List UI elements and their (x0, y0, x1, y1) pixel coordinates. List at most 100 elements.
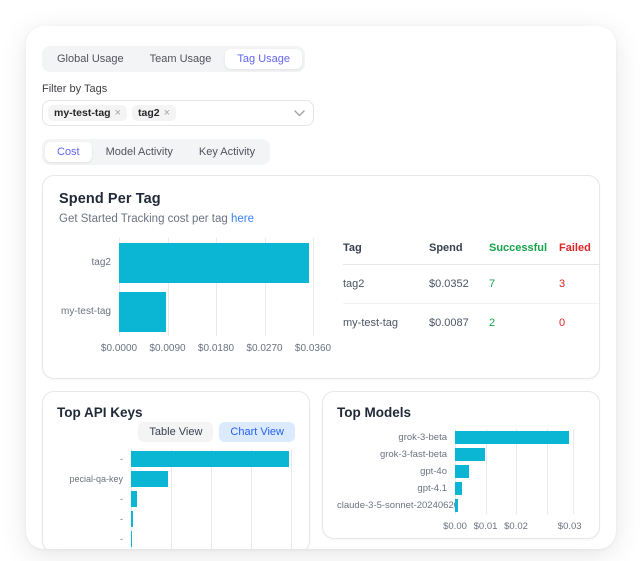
tab-model-activity[interactable]: Model Activity (105, 146, 173, 158)
category-label: gpt-4o (420, 466, 447, 477)
bar (455, 482, 463, 495)
chart-view-button[interactable]: Chart View (219, 422, 295, 442)
tab-team-usage[interactable]: Team Usage (149, 53, 212, 65)
table-view-button[interactable]: Table View (138, 422, 214, 442)
x-axis: $0.0000 $0.0090 $0.0180 $0.0270 $0.0360 (101, 336, 331, 358)
tag-chip: tag2 × (132, 105, 177, 121)
gridline (216, 238, 217, 336)
filter-by-tags-label: Filter by Tags (42, 83, 108, 95)
tag-chip-label: tag2 (138, 107, 160, 119)
gridline (171, 449, 172, 549)
spend-card-subtitle: Get Started Tracking cost per tag here (59, 213, 583, 225)
chart-row: - (57, 489, 295, 509)
bar (119, 242, 309, 283)
col-header-successful: Successful (489, 240, 559, 265)
bar (455, 448, 486, 461)
spend-per-tag-card: Spend Per Tag Get Started Tracking cost … (42, 175, 600, 379)
cell-successful: 2 (489, 317, 496, 329)
bar-track (119, 238, 313, 287)
bar-track (131, 449, 291, 469)
view-toggle: Table View Chart View (57, 422, 295, 442)
category-label: - (120, 514, 123, 524)
cell-failed: 0 (559, 317, 566, 329)
tab-key-activity[interactable]: Key Activity (198, 146, 256, 158)
top-api-keys-card: Top API Keys Table View Chart View - peci… (42, 391, 310, 549)
gridline (546, 429, 548, 514)
bar-track (455, 463, 577, 480)
gridline (264, 238, 266, 336)
bar (455, 499, 459, 512)
x-axis: $0.00 $0.01 $0.02 $0.03 (443, 514, 581, 532)
bar (455, 431, 570, 444)
col-header-failed: Failed (559, 240, 599, 265)
bar (131, 451, 290, 467)
chart-row: pecial-qa-key (57, 469, 295, 489)
bar-track (131, 529, 291, 549)
table-row: tag2 $0.0352 7 3 2,939 (343, 264, 599, 304)
cell-spend: $0.0352 (429, 264, 489, 304)
tab-tag-usage[interactable]: Tag Usage (225, 49, 303, 69)
here-link[interactable]: here (230, 213, 254, 225)
gridline (516, 429, 517, 514)
tag-filter-select[interactable]: my-test-tag × tag2 × (42, 100, 314, 126)
bar-track (455, 480, 577, 497)
remove-chip-icon[interactable]: × (163, 107, 171, 119)
gridline (251, 449, 252, 549)
spend-card-title: Spend Per Tag (59, 191, 161, 207)
category-label: grok-3-beta (398, 432, 447, 443)
bar-track (119, 287, 313, 336)
dashboard-window: Global Usage Team Usage Tag Usage Filter… (26, 26, 616, 549)
chart-gridlines (119, 238, 314, 336)
view-tabbar: Cost Model Activity Key Activity (42, 139, 271, 165)
x-tick-label: $0.0270 (246, 343, 283, 354)
bar (119, 291, 166, 332)
chart-row: grok-3-beta (337, 429, 585, 446)
cell-failed: 3 (559, 264, 599, 304)
tag-chip-label: my-test-tag (54, 107, 111, 119)
gridline (291, 449, 292, 549)
tab-global-usage[interactable]: Global Usage (57, 53, 124, 65)
spend-table-header-row: Tag Spend Successful Failed Tokens (343, 240, 599, 265)
col-header-tag: Tag (343, 240, 429, 265)
bar (455, 465, 470, 478)
x-tick-label: $0.00 (443, 521, 467, 532)
tab-cost[interactable]: Cost (45, 142, 92, 162)
category-label: tag2 (91, 257, 111, 268)
top-models-chart: grok-3-beta grok-3-fast-beta gpt-4o gpt-4.1… (337, 429, 585, 532)
chart-row: gpt-4.1 (337, 480, 585, 497)
category-label: gpt-4.1 (417, 483, 447, 494)
category-label: - (120, 494, 123, 504)
cell-tag: my-test-tag (343, 317, 399, 329)
category-label: claude-3-5-sonnet-20240620 (337, 500, 455, 511)
spend-table: Tag Spend Successful Failed Tokens tag2 … (343, 240, 599, 343)
chart-row: tag2 (59, 238, 327, 287)
x-tick-label: $0.03 (557, 521, 582, 532)
bar (131, 491, 138, 507)
gridline (485, 429, 487, 514)
api-keys-card-title: Top API Keys (57, 405, 143, 420)
bar (131, 471, 168, 487)
bottom-cards-row: Top API Keys Table View Chart View - peci… (42, 391, 600, 549)
chevron-down-icon[interactable] (294, 109, 305, 117)
gridline (167, 238, 169, 336)
x-tick-label: $0.01 (473, 521, 498, 532)
table-row: my-test-tag $0.0087 2 0 518 (343, 304, 599, 343)
chart-row: - (57, 529, 295, 549)
bar-track (455, 446, 577, 463)
top-models-card: Top Models grok-3-beta grok-3-fast-beta gp… (322, 391, 600, 539)
x-tick-label: $0.02 (504, 521, 528, 532)
gridline (313, 238, 314, 336)
spend-per-tag-chart: tag2 my-test-tag $0.0000 $0.0090 $0.0180 $0.0… (59, 238, 331, 358)
subtitle-text: Get Started Tracking cost per tag (59, 213, 228, 225)
bar-track (131, 469, 291, 489)
cell-tag: tag2 (343, 264, 429, 304)
bar-track (455, 497, 577, 514)
top-api-keys-chart: - pecial-qa-key - - - (57, 449, 295, 549)
bar-track (131, 489, 291, 509)
category-label: - (120, 454, 123, 464)
tag-chip: my-test-tag × (48, 105, 128, 121)
spend-card-content: tag2 my-test-tag $0.0000 $0.0090 $0.0180 $0.0… (59, 238, 599, 358)
x-tick-label: $0.0000 (100, 343, 138, 354)
cell-spend: $0.0087 (429, 317, 469, 329)
remove-chip-icon[interactable]: × (114, 107, 122, 119)
